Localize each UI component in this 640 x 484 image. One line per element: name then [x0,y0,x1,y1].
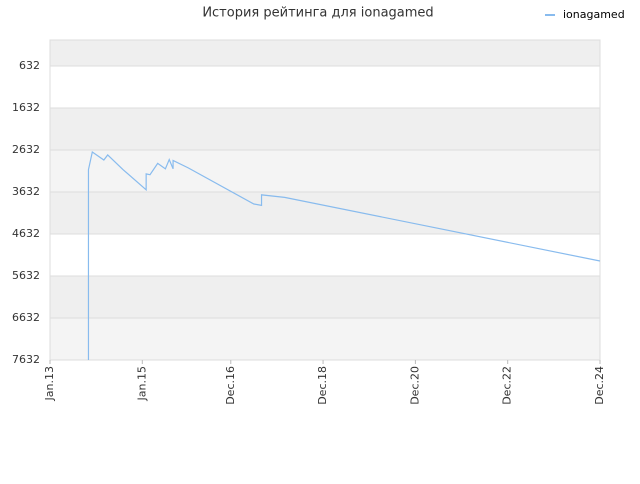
x-tick-label: Dec.16 [224,366,237,405]
y-tick-label: 1632 [12,101,40,114]
y-tick-label: 5632 [12,269,40,282]
x-tick-label: Dec.20 [408,366,421,405]
chart-title: История рейтинга для ionagamed [202,6,433,21]
plot-border [49,39,601,361]
y-tick-label: 7632 [12,353,40,366]
y-tick-label: 2632 [12,143,40,156]
x-tick-label: Dec.18 [316,366,329,405]
band [50,317,600,360]
legend-label: ionagamed [563,8,625,21]
y-tick-label: 6632 [12,311,40,324]
band [50,40,600,66]
band [50,233,600,276]
x-tick-label: Dec.24 [593,366,606,405]
y-tick-label: 3632 [12,185,40,198]
x-tick-label: Jan.15 [135,366,148,401]
band [50,275,600,318]
line [87,151,601,360]
band [50,107,600,150]
band [50,65,600,108]
y-tick-label: 632 [19,59,40,72]
band [50,149,600,192]
band [50,191,600,234]
y-tick-label: 4632 [12,227,40,240]
x-tick-label: Jan.13 [43,366,56,401]
x-tick-label: Dec.22 [501,366,514,405]
